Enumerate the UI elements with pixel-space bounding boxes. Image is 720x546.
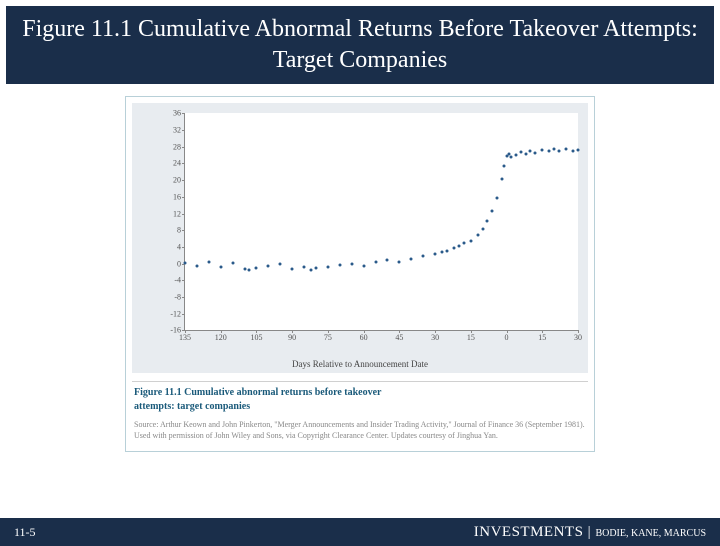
page-number: 11-5 <box>14 525 36 540</box>
data-point <box>476 234 479 237</box>
data-point <box>572 149 575 152</box>
caption-fig-text: Cumulative abnormal returns before takeo… <box>182 387 382 398</box>
data-point <box>374 260 377 263</box>
data-point <box>453 246 456 249</box>
plot-area: -16-12-8-4048121620242832361351201059075… <box>184 113 578 331</box>
data-point <box>457 245 460 248</box>
data-point <box>441 250 444 253</box>
data-point <box>422 255 425 258</box>
data-point <box>534 152 537 155</box>
data-point <box>410 257 413 260</box>
brand-authors: BODIE, KANE, MARCUS <box>595 528 706 539</box>
data-point <box>310 269 313 272</box>
data-point <box>291 268 294 271</box>
data-point <box>184 261 187 264</box>
data-point <box>496 196 499 199</box>
data-point <box>548 150 551 153</box>
brand-main: INVESTMENTS <box>474 524 584 540</box>
data-point <box>445 249 448 252</box>
figure-container: Cumulative Abnormal Return (%) Days Rela… <box>125 96 595 452</box>
x-axis-label: Days Relative to Announcement Date <box>292 359 428 369</box>
data-point <box>386 259 389 262</box>
data-point <box>469 239 472 242</box>
footer-bar: 11-5 INVESTMENTS | BODIE, KANE, MARCUS <box>0 518 720 546</box>
data-point <box>541 149 544 152</box>
chart: Cumulative Abnormal Return (%) Days Rela… <box>132 103 588 373</box>
data-point <box>243 267 246 270</box>
data-point <box>219 265 222 268</box>
figure-caption: Figure 11.1 Cumulative abnormal returns … <box>132 381 588 445</box>
data-point <box>303 266 306 269</box>
data-point <box>362 264 365 267</box>
footer-brand: INVESTMENTS | BODIE, KANE, MARCUS <box>474 524 706 541</box>
data-point <box>491 210 494 213</box>
data-point <box>515 154 518 157</box>
data-point <box>338 263 341 266</box>
data-point <box>524 152 527 155</box>
caption-source: Source: Arthur Keown and John Pinkerton,… <box>134 420 586 441</box>
data-point <box>207 261 210 264</box>
data-point <box>434 253 437 256</box>
data-point <box>314 267 317 270</box>
data-point <box>577 148 580 151</box>
slide-title: Figure 11.1 Cumulative Abnormal Returns … <box>6 6 714 84</box>
caption-line2: attempts: target companies <box>134 400 586 414</box>
data-point <box>279 263 282 266</box>
brand-sep: | <box>583 524 595 540</box>
data-point <box>255 266 258 269</box>
data-point <box>510 156 513 159</box>
data-point <box>481 228 484 231</box>
data-point <box>503 164 506 167</box>
data-point <box>248 268 251 271</box>
data-point <box>326 265 329 268</box>
data-point <box>500 178 503 181</box>
data-point <box>529 149 532 152</box>
data-point <box>398 260 401 263</box>
data-point <box>462 242 465 245</box>
data-point <box>557 149 560 152</box>
data-point <box>195 264 198 267</box>
caption-line1: Figure 11.1 Cumulative abnormal returns … <box>134 386 586 400</box>
data-point <box>267 265 270 268</box>
data-point <box>350 262 353 265</box>
caption-fig-label: Figure 11.1 <box>134 387 182 398</box>
data-point <box>565 147 568 150</box>
data-point <box>519 150 522 153</box>
data-point <box>231 262 234 265</box>
data-point <box>553 148 556 151</box>
data-point <box>486 220 489 223</box>
